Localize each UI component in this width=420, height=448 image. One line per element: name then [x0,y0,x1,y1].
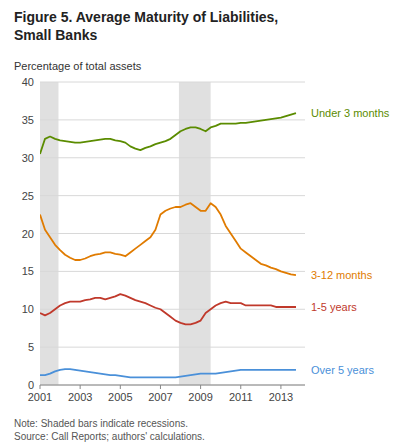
series-label: Over 5 years [311,364,374,376]
x-tick [40,385,41,389]
x-tick-label: 2001 [28,391,52,403]
note: Note: Shaded bars indicate recessions.So… [14,418,205,442]
x-tick [280,385,281,389]
grid-line [40,157,305,158]
y-tick-label: 25 [22,190,34,202]
series-line [40,369,296,377]
y-tick-label: 35 [22,114,34,126]
grid-line [40,271,305,272]
grid-line [40,347,305,348]
y-tick-label: 5 [28,341,34,353]
x-tick-label: 2013 [269,391,293,403]
grid-line [40,195,305,196]
x-tick-label: 2007 [148,391,172,403]
series-line [40,203,296,275]
x-tick [160,385,161,389]
grid-line [40,233,305,234]
title: Figure 5. Average Maturity of Liabilitie… [14,9,278,43]
x-tick-label: 2009 [188,391,212,403]
x-tick-label: 2011 [229,391,253,403]
y-tick-label: 30 [22,152,34,164]
y-tick-label: 15 [22,265,34,277]
series-label: Under 3 months [311,107,390,119]
x-tick [240,385,241,389]
series-label: 3-12 months [311,269,373,281]
x-tick-label: 2003 [68,391,92,403]
x-tick-label: 2005 [108,391,132,403]
x-tick [200,385,201,389]
series-line [40,294,296,324]
series-label: 1-5 years [311,301,357,313]
lines [40,113,296,377]
x-tick [80,385,81,389]
chart: Figure 5. Average Maturity of Liabilitie… [0,0,420,448]
grid-line [40,82,305,83]
x-tick [120,385,121,389]
y-tick-label: 20 [22,228,34,240]
y-tick-label: 0 [28,379,34,391]
y-axis-label: Percentage of total assets [14,60,142,72]
y-tick-label: 10 [22,303,34,315]
series-line [40,113,296,154]
y-tick-label: 40 [22,76,34,88]
grid-line [40,309,305,310]
